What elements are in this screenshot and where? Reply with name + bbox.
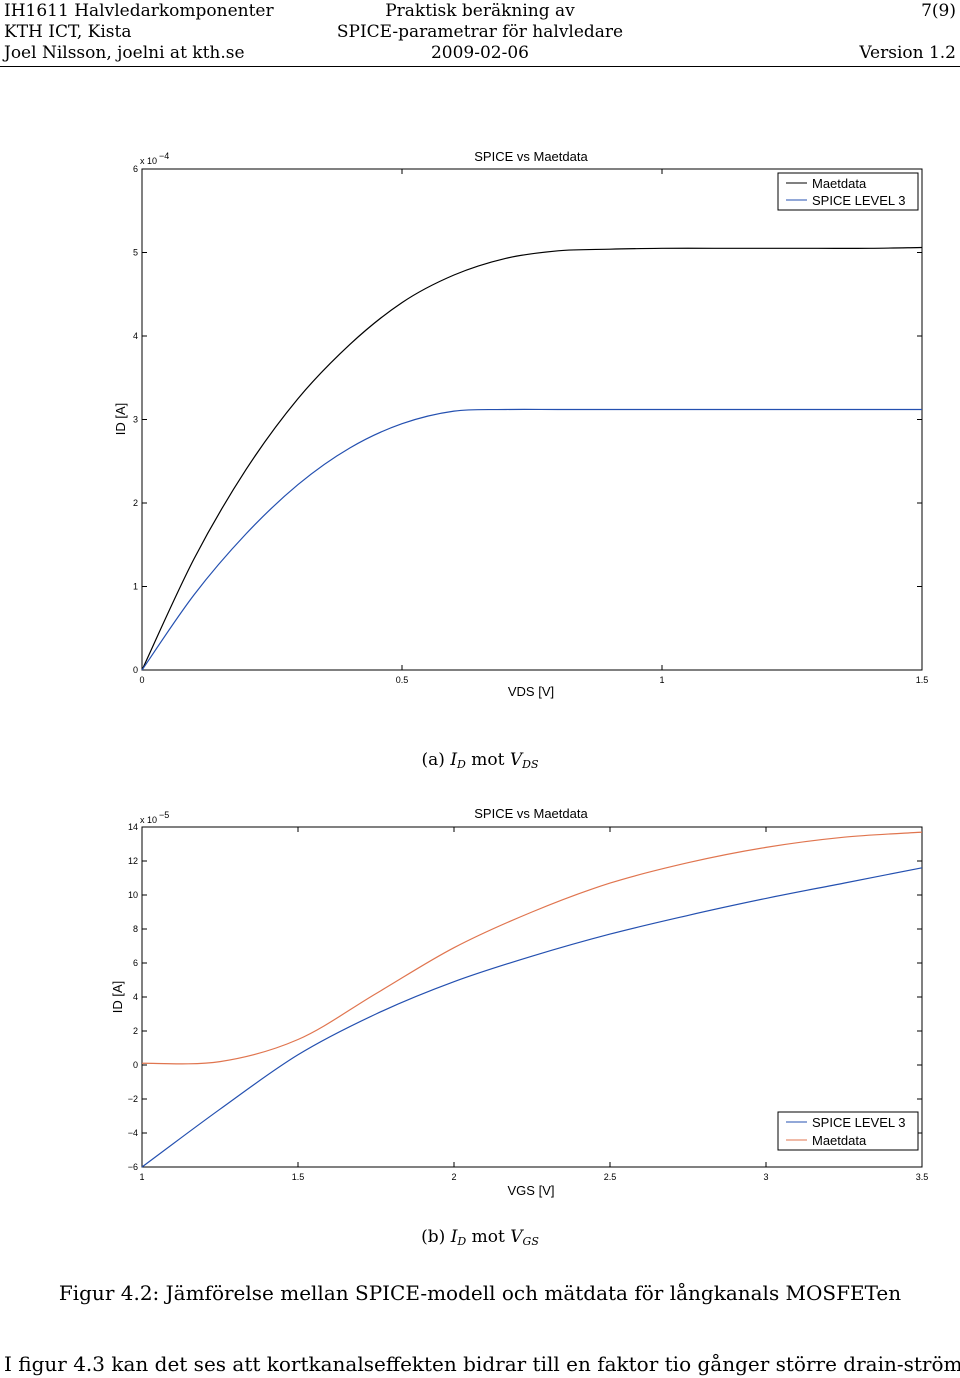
doc-title-line-1: Praktisk beräkning av bbox=[385, 1, 575, 21]
subcaption-a-voltage: V bbox=[509, 750, 523, 770]
chart-a-xlabel: VDS [V] bbox=[508, 684, 554, 699]
chart-b-ytick-label: 0 bbox=[133, 1060, 138, 1070]
chart-b-legend-label-spice: SPICE LEVEL 3 bbox=[812, 1115, 905, 1130]
chart-b-multiplier-exp: −5 bbox=[159, 810, 169, 820]
chart-a-series-maetdata bbox=[141, 246, 923, 671]
chart-b-xtick-label: 3 bbox=[763, 1172, 768, 1182]
chart-b-ylabel: ID [A] bbox=[110, 981, 125, 1014]
subcaption-a-current: I bbox=[450, 750, 458, 770]
page-number: 7(9) bbox=[921, 1, 956, 21]
chart-b-ytick-label: −2 bbox=[128, 1094, 138, 1104]
chart-a-xtick-label: 1.5 bbox=[916, 675, 929, 685]
chart-b-xlabel: VGS [V] bbox=[508, 1183, 555, 1198]
chart-a-xtick-label: 0.5 bbox=[396, 675, 409, 685]
chart-id-vs-vds: SPICE vs Maetdata VDS [V] ID [A] x 10 −4 … bbox=[113, 149, 929, 699]
chart-b-xtick-label: 2.5 bbox=[604, 1172, 617, 1182]
subcaption-b-voltage-sub: GS bbox=[522, 1235, 539, 1248]
chart-b-xtick-label: 1.5 bbox=[292, 1172, 305, 1182]
subcaption-b-voltage: V bbox=[510, 1227, 523, 1247]
chart-a-multiplier-base: x 10 bbox=[140, 156, 157, 166]
chart-a-multiplier-exp: −4 bbox=[159, 151, 169, 161]
subcaption-b-prefix: (b) bbox=[421, 1227, 446, 1247]
subcaption-b-current-sub: D bbox=[457, 1235, 467, 1248]
body-paragraph: I figur 4.3 kan det ses att kortkanalsef… bbox=[4, 1352, 960, 1376]
chart-a-title: SPICE vs Maetdata bbox=[474, 149, 588, 164]
chart-a-multiplier: x 10 −4 bbox=[140, 151, 169, 166]
subcaption-a-voltage-sub: DS bbox=[522, 758, 539, 771]
chart-b-series-maetdata bbox=[141, 831, 923, 1065]
chart-b-xtick-label: 3.5 bbox=[916, 1172, 929, 1182]
chart-b-ytick-label: 8 bbox=[133, 924, 138, 934]
subcaption-b: (b) ID mot VGS bbox=[0, 1227, 960, 1248]
chart-a-ytick-label: 2 bbox=[133, 498, 138, 508]
subcaption-b-current: I bbox=[450, 1227, 458, 1247]
chart-a-ytick-label: 1 bbox=[133, 582, 138, 592]
doc-date: 2009-02-06 bbox=[430, 43, 529, 63]
chart-b-ytick-label: 12 bbox=[128, 856, 138, 866]
subcaption-a-word: mot bbox=[471, 750, 505, 770]
chart-id-vs-vgs: SPICE vs Maetdata VGS [V] ID [A] x 10 −5 … bbox=[110, 806, 929, 1198]
chart-a-legend: Maetdata SPICE LEVEL 3 bbox=[777, 172, 919, 211]
chart-b-legend: SPICE LEVEL 3 Maetdata bbox=[777, 1111, 919, 1151]
chart-a-ylabel: ID [A] bbox=[113, 403, 128, 436]
chart-a-legend-label-spice: SPICE LEVEL 3 bbox=[812, 193, 905, 208]
chart-b-ytick-label: 6 bbox=[133, 958, 138, 968]
course-code-title: IH1611 Halvledarkomponenter bbox=[4, 1, 274, 21]
doc-version: Version 1.2 bbox=[859, 43, 956, 63]
chart-b-multiplier: x 10 −5 bbox=[140, 810, 169, 825]
chart-a-series-spice-level-3 bbox=[141, 408, 922, 671]
chart-b-xtick-label: 2 bbox=[451, 1172, 456, 1182]
chart-b-ytick-label: −4 bbox=[128, 1128, 138, 1138]
subcaption-a-current-sub: D bbox=[457, 758, 466, 771]
chart-b-title: SPICE vs Maetdata bbox=[474, 806, 588, 821]
doc-title-line-2: SPICE-parametrar för halvledare bbox=[336, 22, 624, 42]
chart-a-xtick-label: 1 bbox=[659, 675, 664, 685]
chart-b-multiplier-base: x 10 bbox=[140, 815, 157, 825]
chart-b-ytick-label: 10 bbox=[128, 890, 138, 900]
chart-a-xtick-label: 0 bbox=[139, 675, 144, 685]
chart-b-series-spice-level-3 bbox=[141, 867, 923, 1168]
chart-b-ytick-label: −6 bbox=[128, 1162, 138, 1172]
author: Joel Nilsson, joelni at kth.se bbox=[4, 43, 245, 63]
subcaption-a-prefix: (a) bbox=[421, 750, 445, 770]
institution: KTH ICT, Kista bbox=[4, 22, 132, 42]
chart-a-ytick-label: 0 bbox=[133, 665, 138, 675]
chart-a-legend-box bbox=[777, 172, 919, 211]
chart-a-ytick-label: 4 bbox=[133, 331, 138, 341]
chart-b-ytick-label: 4 bbox=[133, 992, 138, 1002]
chart-b-legend-label-maetdata: Maetdata bbox=[812, 1133, 867, 1148]
chart-a-legend-label-maetdata: Maetdata bbox=[812, 176, 867, 191]
chart-b-legend-box bbox=[777, 1111, 919, 1151]
chart-a-ytick-label: 5 bbox=[133, 248, 138, 258]
chart-b-ytick-label: 14 bbox=[128, 822, 138, 832]
subcaption-a: (a) ID mot VDS bbox=[0, 750, 960, 771]
figure-caption: Figur 4.2: Jämförelse mellan SPICE-model… bbox=[58, 1281, 902, 1305]
header-rule bbox=[0, 66, 960, 67]
chart-a-ytick-label: 6 bbox=[133, 164, 138, 174]
chart-b-ytick-label: 2 bbox=[133, 1026, 138, 1036]
subcaption-b-word: mot bbox=[471, 1227, 505, 1247]
chart-a-ytick-label: 3 bbox=[133, 415, 138, 425]
chart-b-xtick-label: 1 bbox=[139, 1172, 144, 1182]
